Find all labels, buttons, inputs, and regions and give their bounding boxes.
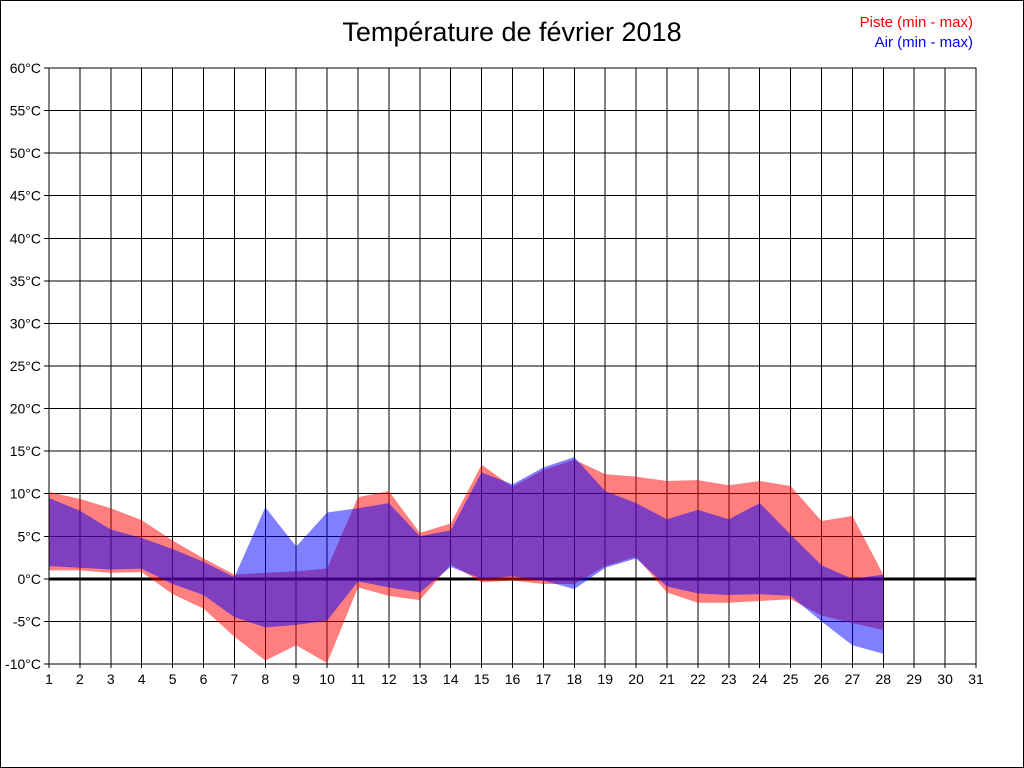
x-tick-label: 3	[107, 671, 115, 687]
y-tick-label: 35°C	[10, 273, 41, 289]
x-tick-label: 18	[567, 671, 583, 687]
x-tick-label: 22	[690, 671, 706, 687]
x-tick-label: 21	[659, 671, 675, 687]
legend-item-air: Air (min - max)	[874, 34, 973, 51]
x-tick-label: 28	[876, 671, 892, 687]
x-tick-label: 5	[169, 671, 177, 687]
x-tick-label: 12	[381, 671, 397, 687]
y-tick-label: 20°C	[10, 401, 41, 417]
y-tick-label: -10°C	[5, 656, 41, 672]
min-max-bands	[49, 457, 884, 664]
legend: Piste (min - max) Air (min - max)	[860, 13, 973, 53]
x-tick-label: 24	[752, 671, 768, 687]
x-tick-label: 8	[261, 671, 269, 687]
air-band	[49, 457, 884, 654]
x-tick-label: 11	[351, 671, 366, 687]
x-tick-label: 2	[76, 671, 84, 687]
y-tick-label: 40°C	[10, 230, 41, 246]
x-tick-label: 6	[200, 671, 208, 687]
x-tick-label: 25	[783, 671, 799, 687]
y-tick-label: 45°C	[10, 188, 41, 204]
x-tick-label: 29	[906, 671, 922, 687]
y-tick-label: 25°C	[10, 358, 41, 374]
x-tick-label: 13	[412, 671, 428, 687]
axis-tick-labels: 1 2 3 4 5 6 7 8 9 10 11 12 13 14 15 16 17 18 19 20 21 22 23 24 2…	[5, 60, 984, 687]
x-tick-label: 9	[292, 671, 300, 687]
x-tick-label: 14	[443, 671, 459, 687]
axis-ticks	[44, 67, 977, 668]
y-tick-label: 5°C	[18, 528, 42, 544]
y-tick-label: 10°C	[10, 486, 41, 502]
y-tick-label: 15°C	[10, 443, 41, 459]
x-tick-label: 4	[138, 671, 146, 687]
chart-title: Température de février 2018	[342, 17, 682, 47]
plot-border	[48, 67, 977, 665]
x-tick-label: 1	[45, 671, 53, 687]
x-tick-label: 7	[231, 671, 239, 687]
y-tick-label: 55°C	[10, 103, 41, 119]
x-tick-label: 20	[628, 671, 644, 687]
x-tick-label: 31	[968, 671, 984, 687]
x-tick-label: 27	[845, 671, 861, 687]
x-tick-label: 15	[474, 671, 490, 687]
x-tick-label: 23	[721, 671, 737, 687]
y-tick-label: 0°C	[18, 571, 42, 587]
x-tick-label: 30	[937, 671, 953, 687]
x-tick-label: 16	[505, 671, 521, 687]
x-tick-label: 10	[319, 671, 335, 687]
x-tick-label: 19	[597, 671, 613, 687]
y-tick-label: 50°C	[10, 145, 41, 161]
y-tick-label: 30°C	[10, 315, 41, 331]
x-tick-label: 17	[536, 671, 552, 687]
y-tick-label: 60°C	[10, 60, 41, 76]
y-tick-label: -5°C	[13, 613, 41, 629]
x-tick-label: 26	[814, 671, 830, 687]
legend-item-piste: Piste (min - max)	[859, 14, 973, 31]
